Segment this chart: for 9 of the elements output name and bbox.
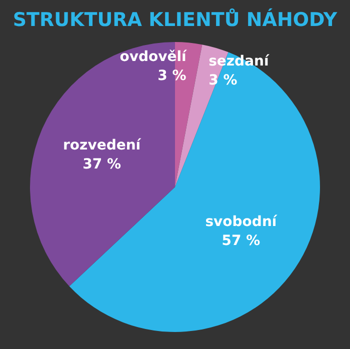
data-label: 37 %: [82, 156, 122, 172]
slice-label: ovdovělí: [120, 49, 188, 66]
data-label: 3 %: [208, 72, 238, 88]
slice-label: rozvedení: [63, 137, 142, 154]
data-label: 57 %: [222, 232, 260, 249]
slice-label: sezdaní: [208, 53, 270, 70]
slice-label: svobodní: [205, 214, 278, 230]
data-label: 3 %: [158, 68, 186, 84]
chart-title: STRUKTURA KLIENTŮ NÁHODY: [12, 8, 338, 31]
